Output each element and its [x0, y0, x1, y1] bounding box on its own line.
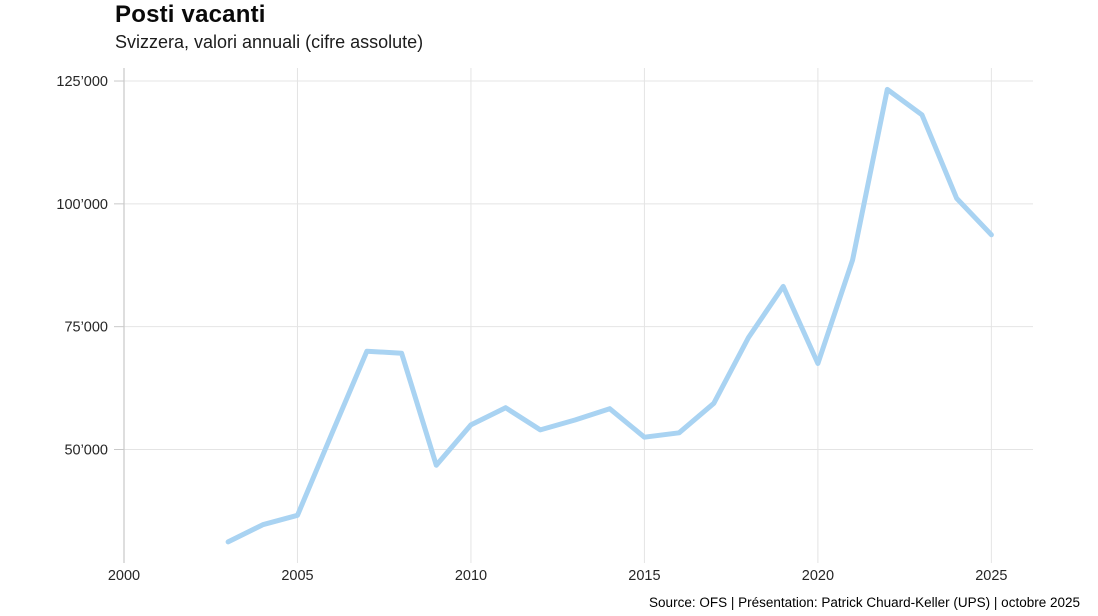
y-tick-label: 100’000 [56, 197, 108, 213]
x-tick-label: 2010 [455, 568, 487, 584]
x-tick-label: 2005 [281, 568, 313, 584]
x-tick-label: 2000 [108, 568, 140, 584]
x-tick-label: 2015 [628, 568, 660, 584]
source-caption: Source: OFS | Présentation: Patrick Chua… [649, 595, 1080, 610]
y-tick-label: 125’000 [56, 74, 108, 90]
y-tick-label: 75’000 [64, 320, 108, 336]
x-tick-label: 2020 [802, 568, 834, 584]
chart-title: Posti vacanti [115, 1, 266, 28]
y-tick-label: 50’000 [64, 443, 108, 459]
series-line [225, 86, 994, 545]
chart-subtitle: Svizzera, valori annuali (cifre assolute… [115, 32, 424, 52]
x-tick-label: 2025 [975, 568, 1007, 584]
